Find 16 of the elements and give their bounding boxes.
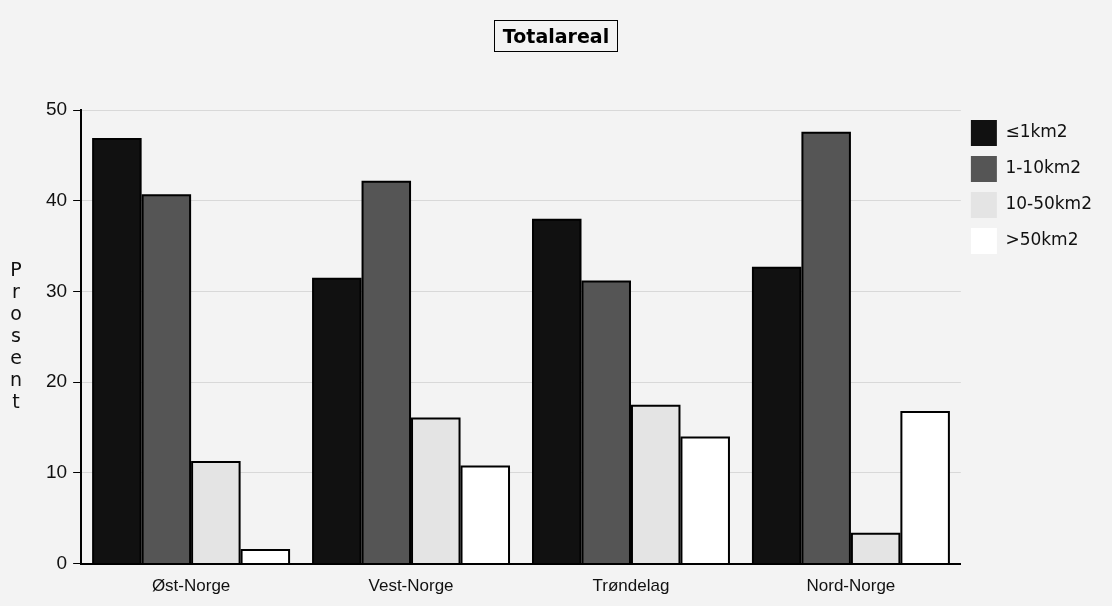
x-tick-label: Nord-Norge — [806, 576, 896, 596]
x-tick-label: Vest-Norge — [368, 576, 454, 596]
legend-label: >50km2 — [1005, 229, 1079, 250]
y-tick-label: 20 — [45, 370, 68, 392]
legend-label: 1-10km2 — [1005, 157, 1082, 178]
y-axis-title: Prosent — [9, 257, 23, 412]
x-tick-label: Øst-Norge — [151, 576, 231, 596]
legend-label: 10-50km2 — [1005, 193, 1093, 214]
y-tick-label: 50 — [45, 98, 68, 120]
y-tick-label: 30 — [45, 279, 68, 301]
x-tick-label: Trøndelag — [592, 576, 670, 596]
legend-label: ≤1km2 — [1005, 121, 1068, 142]
y-tick-label: 40 — [45, 188, 68, 210]
y-tick-label: 0 — [56, 551, 68, 573]
chart-title: Totalareal — [493, 20, 619, 52]
y-tick-label: 10 — [45, 461, 68, 483]
